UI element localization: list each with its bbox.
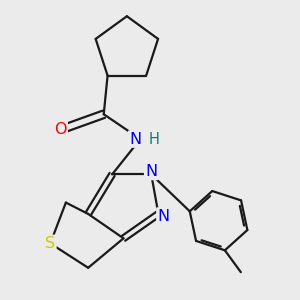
Text: N: N [145,164,157,179]
Text: H: H [148,132,159,147]
Text: S: S [45,236,56,251]
Text: N: N [129,132,141,147]
Text: O: O [54,122,67,137]
Text: N: N [158,208,169,224]
